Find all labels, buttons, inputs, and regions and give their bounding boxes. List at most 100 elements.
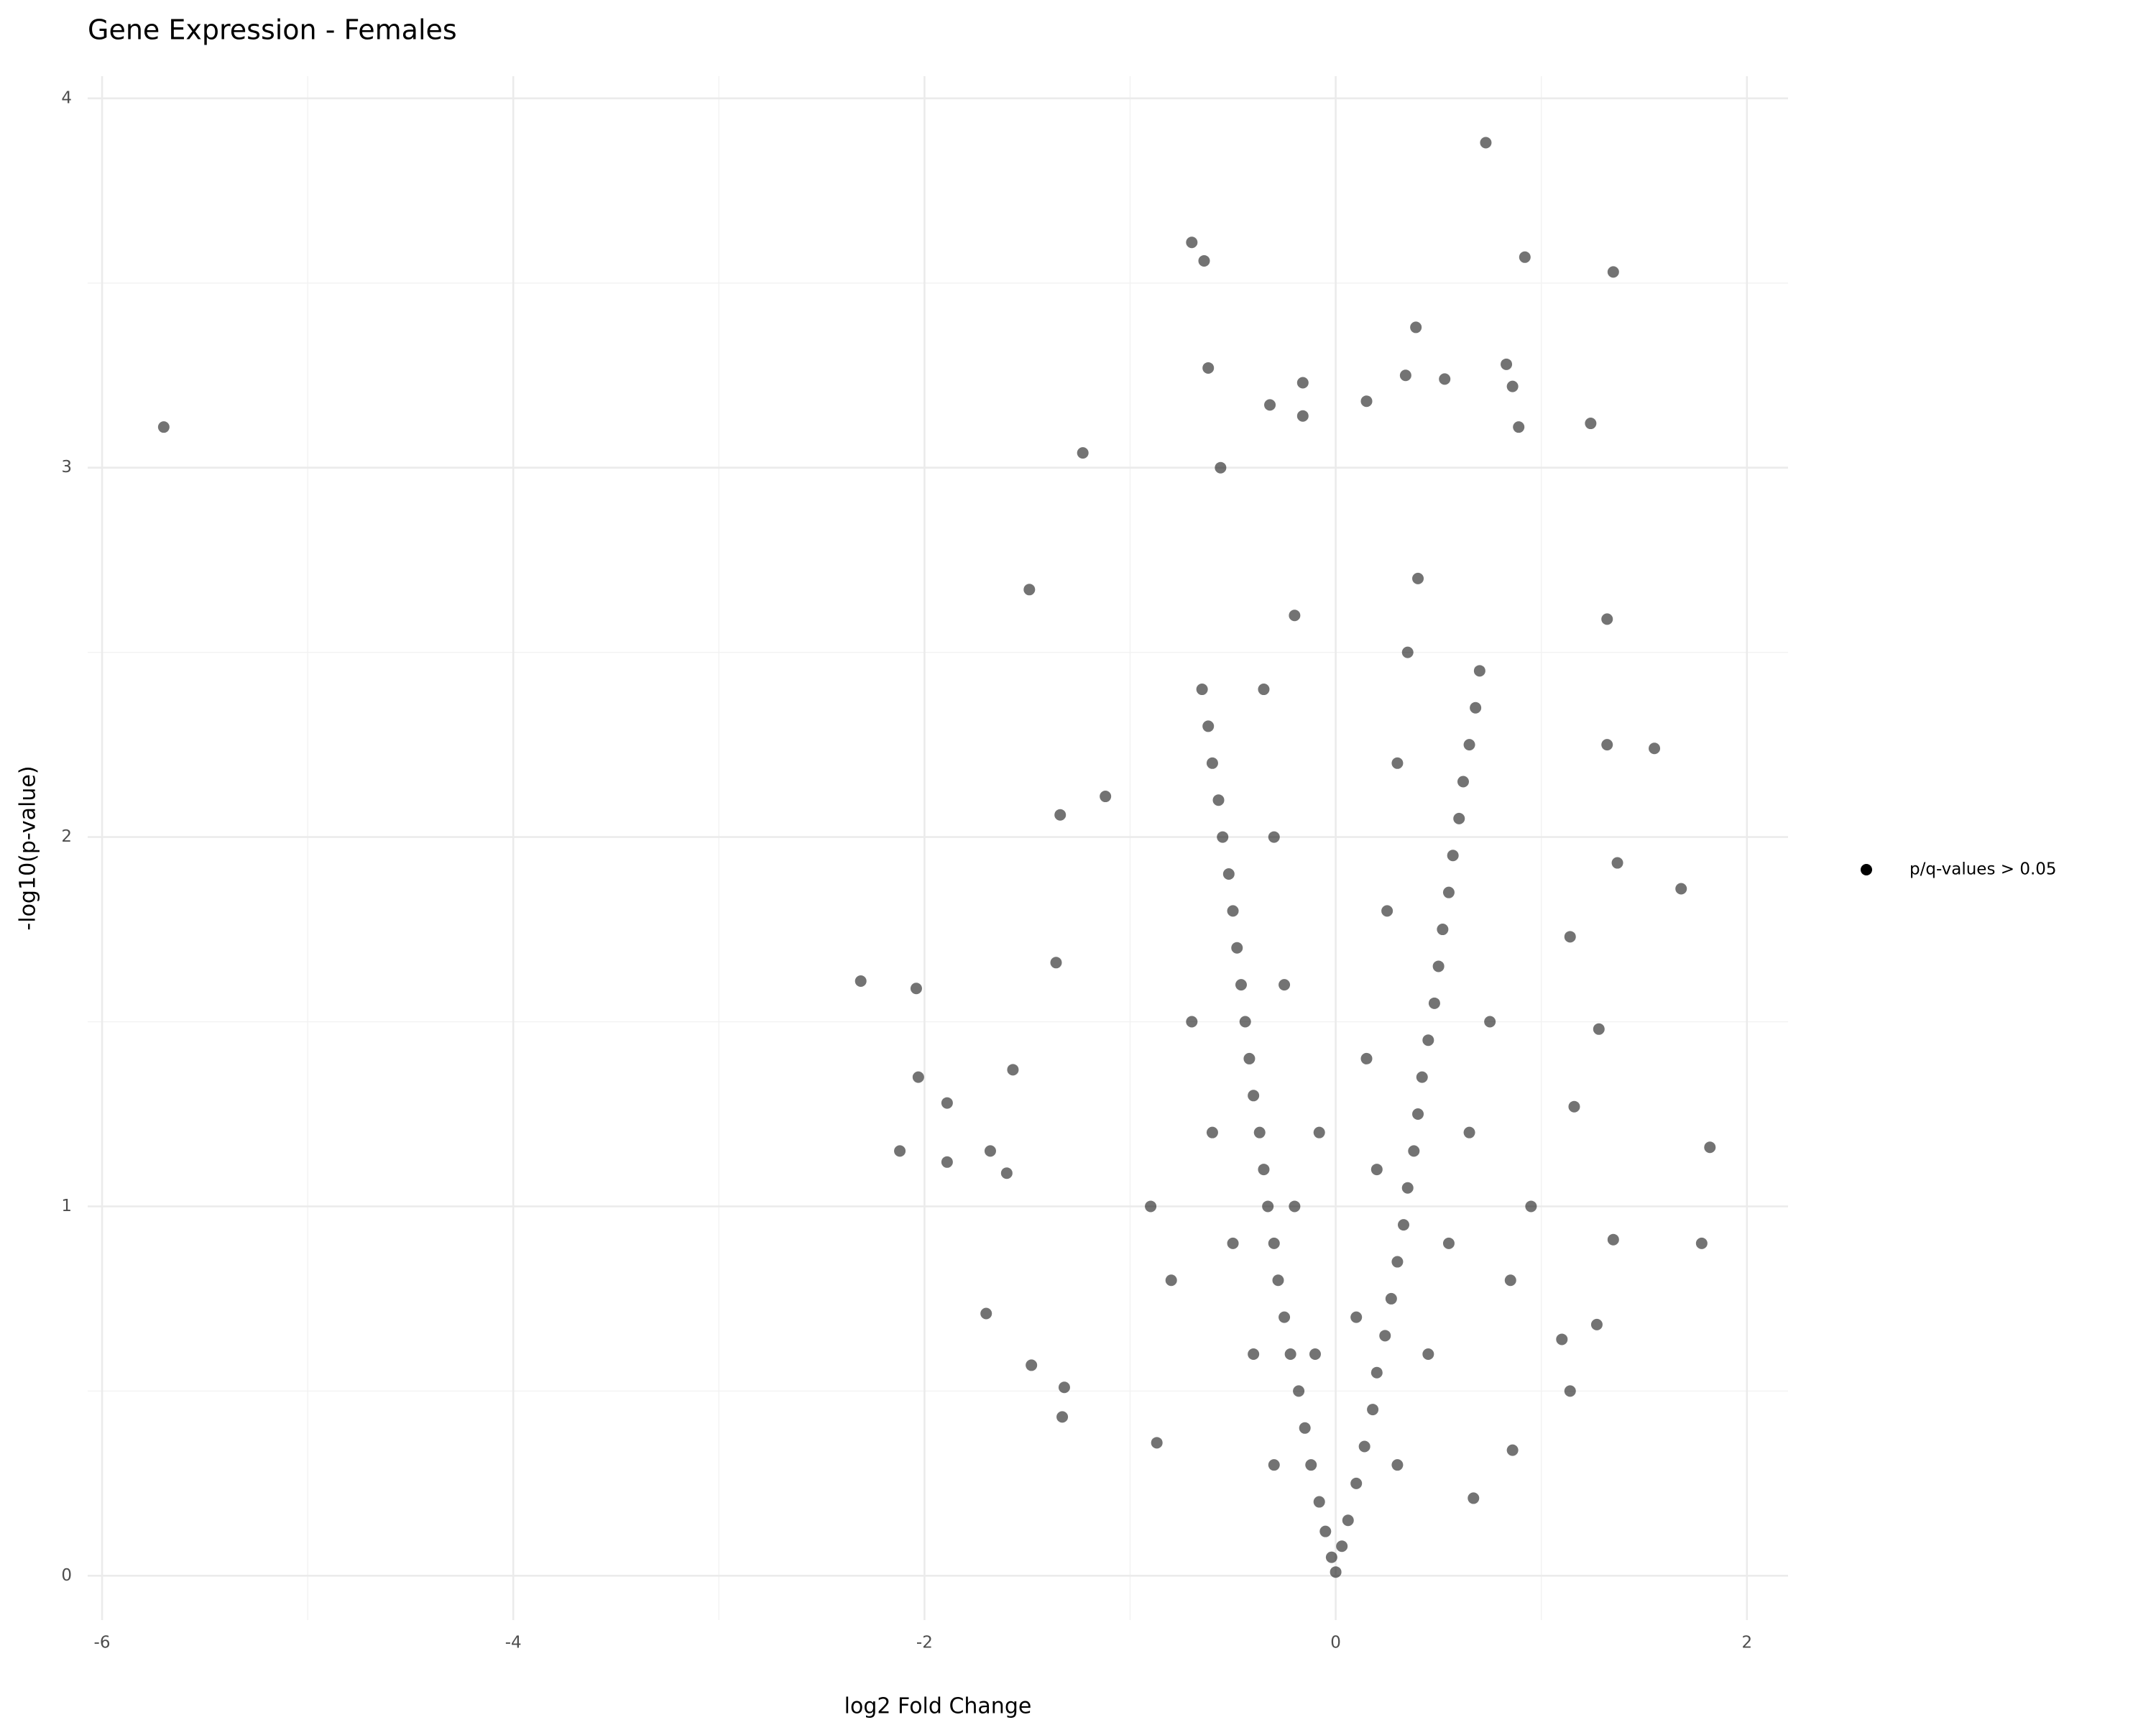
point xyxy=(1050,957,1062,969)
point xyxy=(1501,358,1513,370)
point xyxy=(1360,395,1373,408)
point xyxy=(1442,1237,1455,1249)
point xyxy=(1279,1311,1291,1323)
point xyxy=(1379,1330,1391,1342)
x-axis-title: log2 Fold Change xyxy=(844,1694,1032,1719)
point xyxy=(1401,646,1414,658)
point xyxy=(1206,1126,1218,1138)
point xyxy=(1358,1440,1370,1453)
point xyxy=(1568,1100,1580,1113)
point xyxy=(1272,1274,1284,1287)
point xyxy=(1268,1459,1280,1471)
point xyxy=(1198,254,1210,267)
y-tick-label: 3 xyxy=(61,458,72,477)
point xyxy=(1473,665,1485,677)
point xyxy=(1463,1126,1475,1138)
point xyxy=(1601,613,1613,625)
point xyxy=(1590,1318,1603,1330)
point xyxy=(1432,960,1445,972)
point xyxy=(1077,447,1089,459)
point xyxy=(1704,1141,1716,1154)
point xyxy=(1506,1444,1519,1456)
point xyxy=(1391,757,1404,769)
point xyxy=(1313,1126,1325,1138)
point xyxy=(1000,1167,1013,1179)
y-tick-label: 4 xyxy=(61,88,72,107)
point xyxy=(1607,266,1619,278)
point xyxy=(1350,1477,1363,1489)
point xyxy=(1470,702,1482,714)
point xyxy=(1649,742,1661,755)
point xyxy=(1675,883,1687,895)
point xyxy=(1151,1437,1163,1449)
point xyxy=(1289,1200,1301,1213)
point xyxy=(1519,251,1531,263)
point xyxy=(1268,1237,1280,1249)
point xyxy=(1370,1164,1383,1176)
point xyxy=(1264,399,1276,411)
point xyxy=(1556,1333,1568,1346)
point xyxy=(1398,1219,1410,1231)
point xyxy=(1350,1311,1363,1323)
point xyxy=(894,1145,906,1157)
point xyxy=(1463,739,1475,751)
point xyxy=(1439,373,1451,385)
point xyxy=(1206,757,1218,769)
point xyxy=(1279,979,1291,991)
point xyxy=(912,1071,924,1083)
point xyxy=(1258,684,1270,696)
point xyxy=(1165,1274,1177,1287)
chart-title: Gene Expression - Females xyxy=(88,14,457,46)
point xyxy=(1222,868,1235,880)
point xyxy=(1399,369,1411,382)
point xyxy=(1330,1566,1342,1578)
point xyxy=(1695,1237,1708,1249)
point xyxy=(1360,1052,1373,1064)
point xyxy=(1447,850,1459,862)
point xyxy=(1296,410,1309,422)
point xyxy=(1506,380,1519,392)
point xyxy=(1611,857,1623,869)
point xyxy=(1412,1108,1424,1120)
point xyxy=(1305,1459,1317,1471)
point xyxy=(1289,610,1301,622)
x-tick-label: 2 xyxy=(1741,1634,1752,1652)
point xyxy=(1231,942,1243,954)
point xyxy=(1268,831,1280,843)
point xyxy=(1054,809,1067,821)
point xyxy=(1145,1200,1157,1213)
point xyxy=(1100,791,1112,803)
point xyxy=(1313,1496,1325,1508)
y-tick-label: 1 xyxy=(61,1197,72,1215)
point xyxy=(1319,1525,1332,1537)
point xyxy=(980,1307,992,1320)
point xyxy=(1480,137,1492,149)
point xyxy=(1056,1411,1069,1423)
point xyxy=(1412,572,1424,584)
point xyxy=(1299,1422,1311,1434)
point xyxy=(1196,684,1208,696)
point xyxy=(1309,1348,1321,1361)
y-tick-label: 2 xyxy=(61,827,72,846)
point xyxy=(1239,1016,1251,1028)
point xyxy=(1484,1016,1496,1028)
point xyxy=(1385,1292,1397,1305)
x-tick-label: -4 xyxy=(505,1634,522,1652)
point xyxy=(1215,461,1227,474)
point xyxy=(1504,1274,1516,1287)
point xyxy=(1262,1200,1274,1213)
point xyxy=(1202,720,1215,732)
point xyxy=(1428,997,1440,1009)
point xyxy=(1442,886,1455,898)
point xyxy=(1296,377,1309,389)
point xyxy=(984,1145,996,1157)
point xyxy=(1293,1385,1305,1397)
point xyxy=(1525,1200,1537,1213)
point xyxy=(1248,1090,1260,1102)
point xyxy=(1186,1016,1198,1028)
point xyxy=(157,421,170,433)
legend-marker xyxy=(1861,864,1872,875)
point xyxy=(1336,1540,1348,1552)
point xyxy=(1023,584,1036,596)
